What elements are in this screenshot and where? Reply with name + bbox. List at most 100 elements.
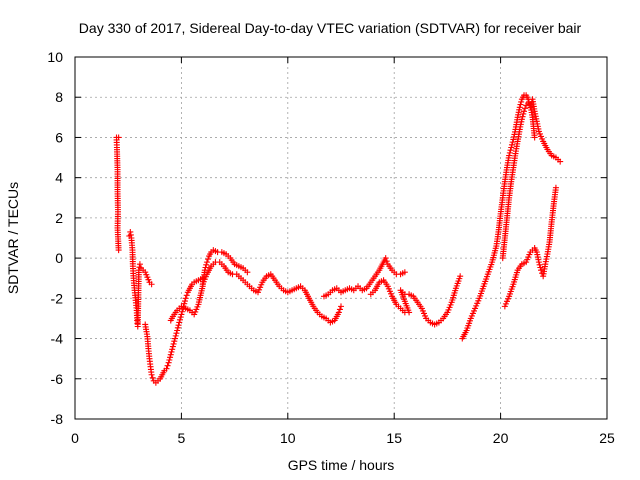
series-upper-track-2 xyxy=(199,259,344,326)
data-point xyxy=(169,343,176,350)
data-point xyxy=(519,113,526,120)
data-point xyxy=(507,147,514,154)
data-point xyxy=(165,359,172,366)
data-point xyxy=(164,362,171,369)
data-point xyxy=(506,152,513,159)
y-tick-label: 10 xyxy=(47,49,63,65)
x-tick-label: 10 xyxy=(280,430,296,446)
data-point xyxy=(537,264,544,271)
data-point xyxy=(174,324,181,331)
data-point xyxy=(149,374,156,381)
data-point xyxy=(335,309,342,316)
x-tick-label: 5 xyxy=(178,430,186,446)
data-point xyxy=(115,134,122,141)
data-point xyxy=(205,256,211,263)
data-point xyxy=(552,184,559,191)
data-point xyxy=(522,105,529,112)
data-point xyxy=(536,261,543,268)
y-tick-label: -6 xyxy=(51,371,64,387)
x-tick-label: 25 xyxy=(599,430,615,446)
data-point xyxy=(531,134,538,141)
data-point xyxy=(148,281,155,288)
data-point xyxy=(170,340,177,347)
x-tick-label: 20 xyxy=(493,430,509,446)
series-upper-track-1 xyxy=(167,247,251,324)
data-point xyxy=(538,267,545,274)
data-point xyxy=(509,139,516,146)
data-point xyxy=(179,308,186,315)
data-point xyxy=(171,338,178,345)
y-tick-label: 8 xyxy=(55,89,63,105)
data-point xyxy=(202,264,209,271)
series-rise-second xyxy=(499,100,538,262)
data-point xyxy=(244,269,251,276)
series-mid-lower xyxy=(367,273,464,328)
data-point xyxy=(516,104,523,111)
data-point xyxy=(167,354,174,361)
data-point xyxy=(401,269,408,276)
data-point xyxy=(518,98,525,105)
y-axis: -8 -6 -4 -2 0 2 4 6 8 10 xyxy=(47,49,607,427)
data-point xyxy=(136,261,143,268)
data-point xyxy=(182,295,189,302)
data-point xyxy=(203,259,210,266)
series-deep-trough xyxy=(142,275,206,386)
series-lower-return xyxy=(501,184,559,310)
data-point xyxy=(148,371,155,378)
series-early-spike xyxy=(113,134,122,254)
y-tick-label: 4 xyxy=(55,170,63,186)
y-tick-label: -4 xyxy=(51,331,64,347)
y-tick-label: -2 xyxy=(51,290,64,306)
data-point xyxy=(521,108,528,115)
data-point xyxy=(176,316,183,323)
data-point xyxy=(517,101,524,108)
data-point xyxy=(163,365,170,372)
data-point xyxy=(166,357,173,364)
data-point xyxy=(181,300,188,307)
data-point xyxy=(173,330,180,337)
data-point xyxy=(508,141,515,148)
y-tick-label: 6 xyxy=(55,129,63,145)
y-axis-label: SDTVAR / TECUs xyxy=(5,182,21,294)
data-point xyxy=(175,322,182,329)
x-axis: 0 5 10 15 20 25 xyxy=(71,57,615,446)
data-point xyxy=(520,110,527,117)
data-point xyxy=(181,298,188,305)
data-point xyxy=(168,348,175,355)
chart-title: Day 330 of 2017, Sidereal Day-to-day VTE… xyxy=(79,20,582,36)
x-tick-label: 0 xyxy=(71,430,79,446)
data-point xyxy=(336,306,343,313)
data-point xyxy=(508,144,515,151)
data-point xyxy=(172,335,179,342)
data-point xyxy=(174,327,181,334)
data-points xyxy=(113,92,564,386)
data-point xyxy=(535,259,542,266)
x-tick-label: 15 xyxy=(386,430,402,446)
data-point xyxy=(167,351,174,358)
data-point xyxy=(203,261,210,268)
plot-area-frame xyxy=(74,56,608,420)
data-point xyxy=(506,149,513,156)
y-tick-label: -8 xyxy=(51,411,64,427)
y-tick-label: 2 xyxy=(55,210,63,226)
data-point xyxy=(177,314,184,321)
series-early-dip xyxy=(126,228,155,330)
grid xyxy=(75,57,607,419)
series-rise-to-peak xyxy=(459,92,564,342)
x-axis-label: GPS time / hours xyxy=(288,457,395,473)
series-mid-band xyxy=(320,255,408,300)
data-point xyxy=(178,311,185,318)
data-point xyxy=(338,303,344,310)
data-point xyxy=(169,346,176,353)
data-point xyxy=(382,255,389,262)
data-point xyxy=(183,292,190,299)
data-point xyxy=(383,258,390,265)
data-point xyxy=(172,332,179,339)
y-tick-label: 0 xyxy=(55,250,63,266)
data-point xyxy=(557,158,564,165)
plot-border xyxy=(74,56,608,420)
data-point xyxy=(115,247,122,254)
data-point xyxy=(457,273,464,280)
data-point xyxy=(518,116,525,123)
